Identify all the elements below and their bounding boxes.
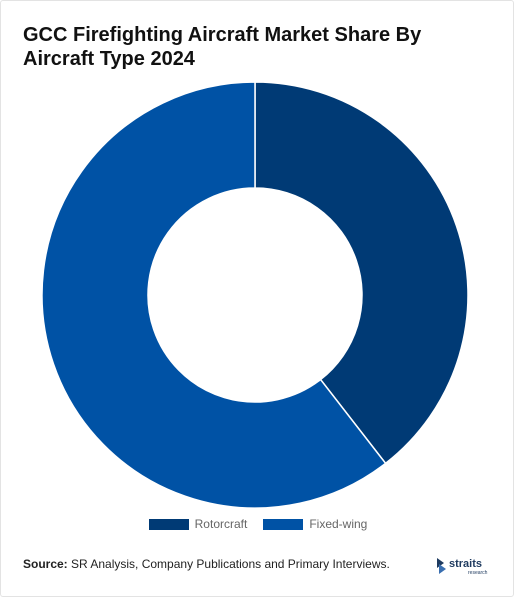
- legend-label-rotorcraft: Rotorcraft: [194, 517, 248, 531]
- legend-item-rotorcraft[interactable]: Rotorcraft: [148, 517, 248, 531]
- source-label: Source:: [23, 557, 68, 571]
- legend-label-fixed-wing: Fixed-wing: [309, 517, 368, 531]
- donut-slice-fixed-wing[interactable]: [41, 81, 387, 509]
- legend-item-fixed-wing[interactable]: Fixed-wing: [263, 517, 367, 531]
- straits-logo: straits research: [437, 558, 488, 576]
- chart-title: GCC Firefighting Aircraft Market Share B…: [23, 24, 422, 70]
- donut-chart: [41, 81, 469, 509]
- source-text: SR Analysis, Company Publications and Pr…: [67, 557, 390, 571]
- logo-subtext: research: [468, 570, 488, 576]
- logo-mark-icon: [437, 558, 444, 568]
- legend-swatch-fixed-wing: [263, 518, 304, 530]
- legend: Rotorcraft Fixed-wing: [1, 517, 514, 531]
- logo-wordmark: straits: [449, 558, 482, 570]
- source-note: Source: SR Analysis, Company Publication…: [23, 557, 390, 571]
- legend-swatch-rotorcraft: [148, 518, 189, 530]
- donut-slice-rotorcraft[interactable]: [254, 81, 469, 465]
